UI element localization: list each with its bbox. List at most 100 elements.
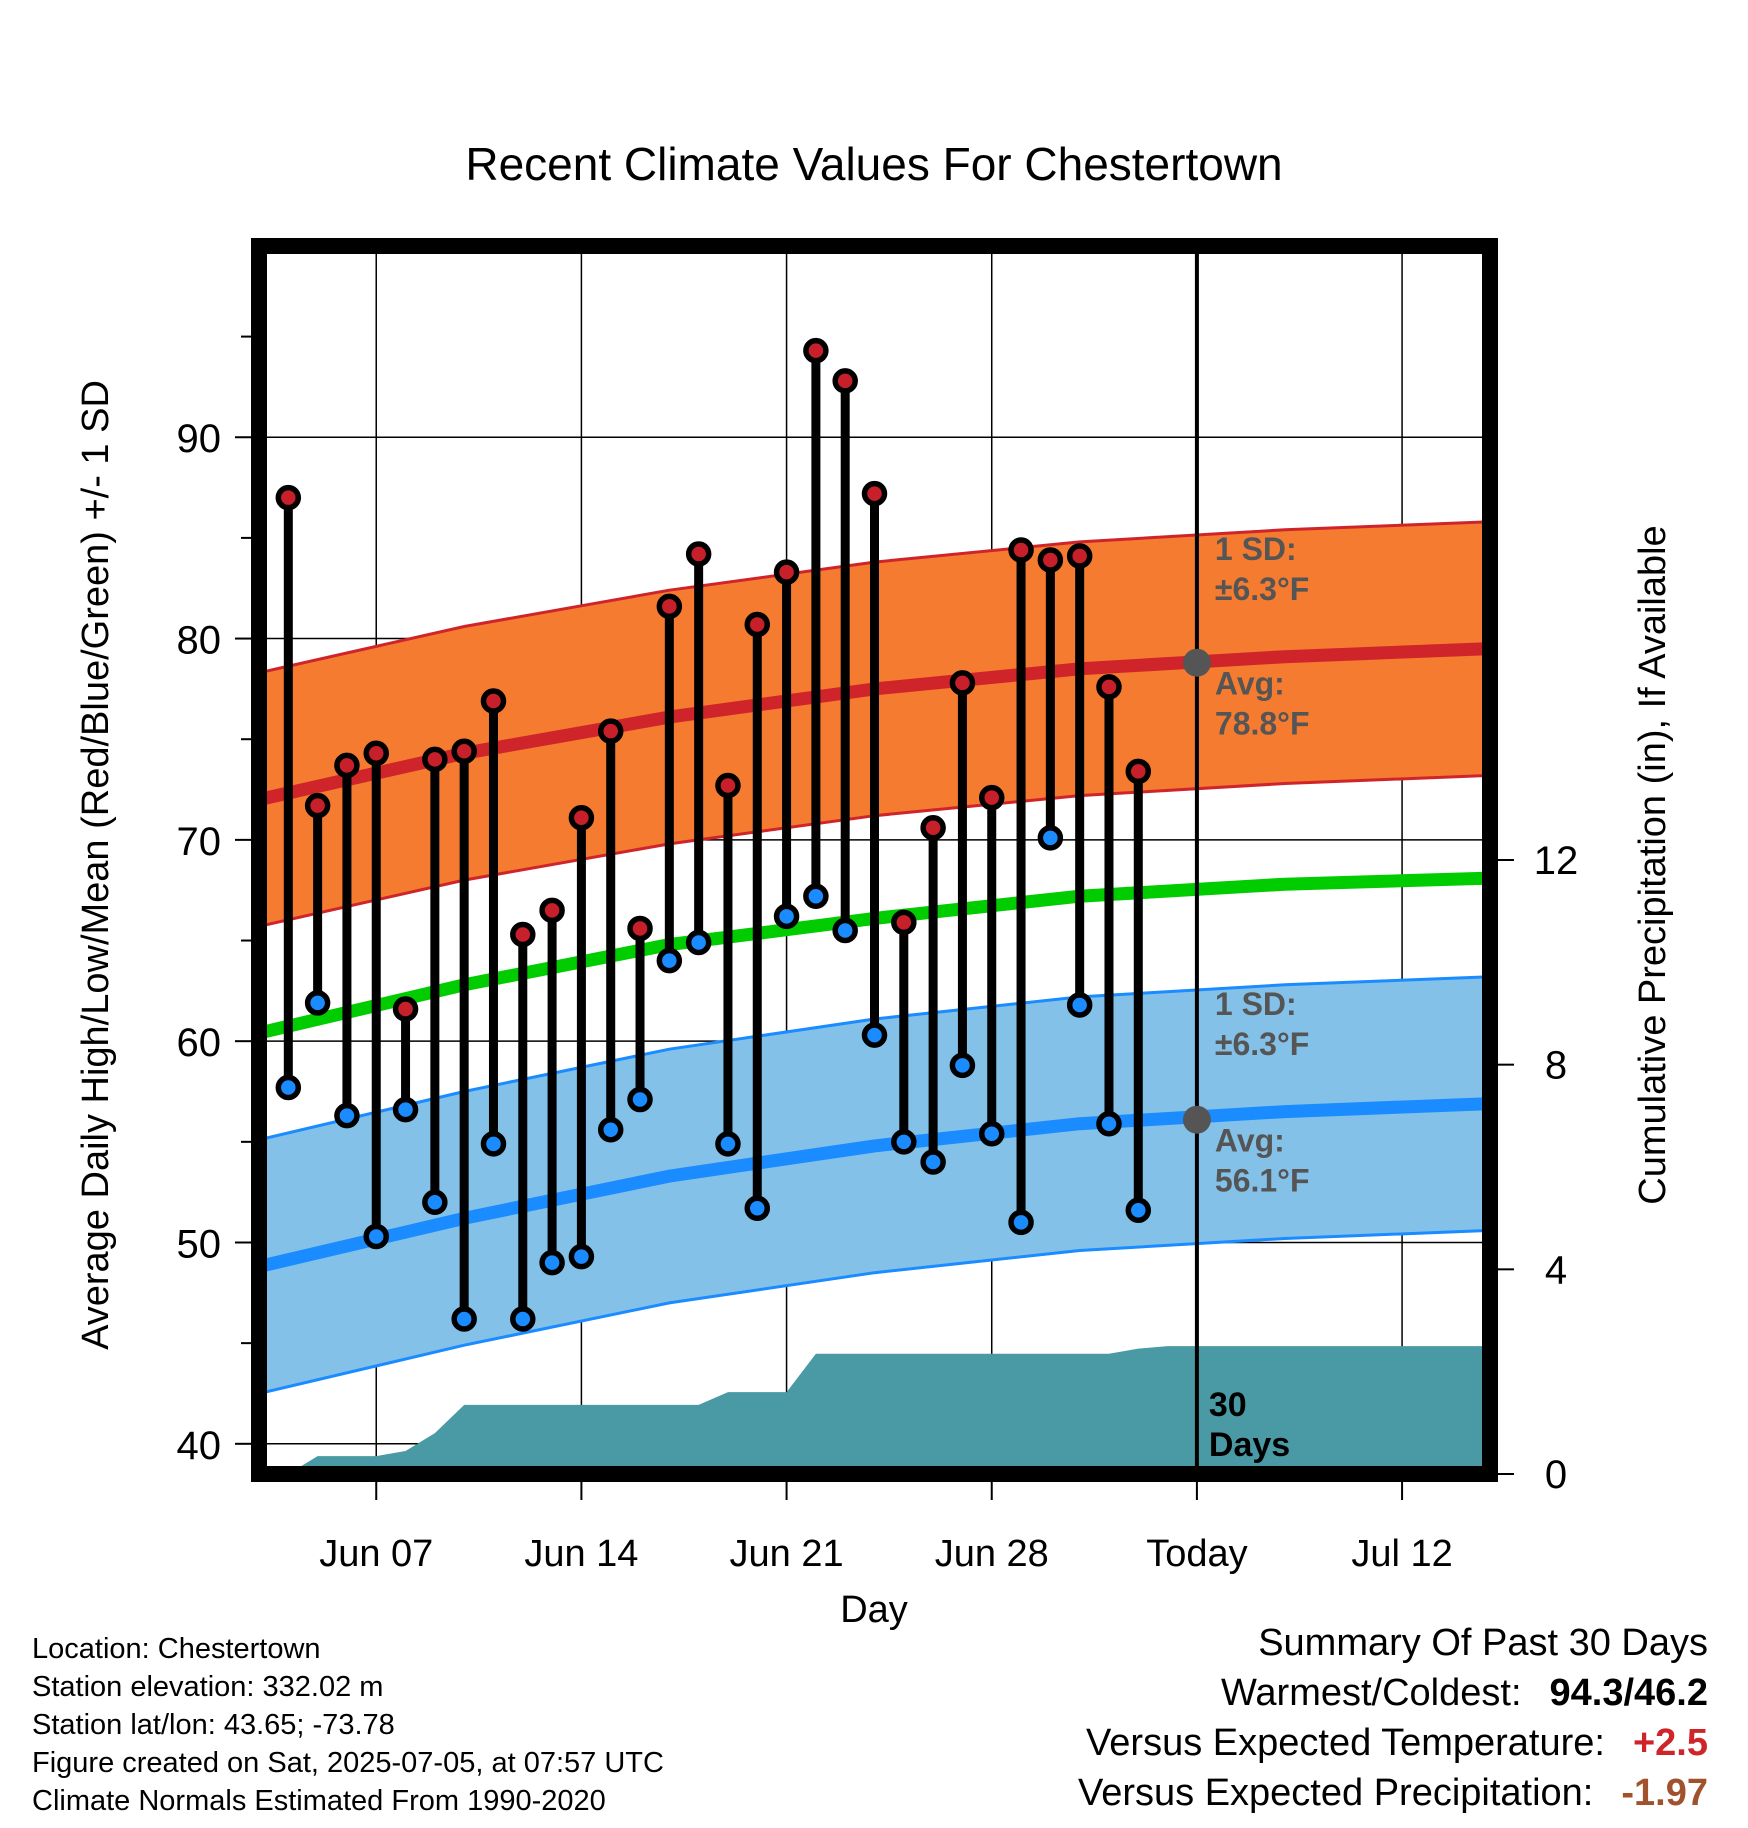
high-marker: [744, 611, 771, 638]
high-marker: [685, 541, 712, 567]
warmest-label: Warmest/Coldest:: [1220, 1672, 1522, 1714]
x-tick-label: Today: [1146, 1533, 1247, 1575]
low-marker: [627, 1086, 653, 1113]
precip-label: Versus Expected Precipitation:: [1077, 1772, 1594, 1814]
y-tick-label: 90: [177, 417, 222, 461]
low-marker: [803, 883, 829, 909]
overlay: 1 SD: ±6.3°F Avg: 78.8°F 1 SD: ±6.3°F Avg: 56.1…: [275, 246, 1310, 1474]
high-marker: [480, 688, 507, 714]
low-marker: [1125, 1197, 1152, 1224]
y2-tick-label: 12: [1534, 839, 1579, 883]
high-marker: [861, 480, 888, 507]
temp-label: Versus Expected Temperature:: [1086, 1722, 1605, 1764]
high-sd-label: ±6.3°F: [1215, 571, 1309, 607]
y-tick-label: 50: [177, 1222, 222, 1266]
high-marker: [949, 670, 976, 696]
x-axis-label: Day: [840, 1589, 908, 1631]
location-text: Location: Chestertown: [32, 1633, 321, 1665]
axes: 40 50 60 70 80 90 0 4 8 12 Jun 07 Jun 14 Jun 21 Jun 2…: [177, 335, 1579, 1575]
days-label: Days: [1209, 1426, 1290, 1464]
low-marker: [334, 1102, 360, 1129]
low-sd-label: 1 SD:: [1215, 986, 1297, 1022]
y2-tick-label: 8: [1545, 1044, 1567, 1088]
x-tick-label: Jun 14: [524, 1533, 638, 1575]
latlon-text: Station lat/lon: 43.65; -73.78: [32, 1709, 395, 1741]
x-tick-label: Jun 21: [730, 1533, 844, 1575]
high-marker: [304, 792, 331, 819]
high-marker: [715, 772, 741, 799]
high-marker: [334, 752, 360, 779]
low-marker: [597, 1117, 624, 1143]
high-marker: [803, 337, 829, 364]
low-marker: [978, 1121, 1005, 1147]
low-marker: [861, 1022, 888, 1048]
high-marker: [1096, 674, 1122, 700]
low-marker: [1008, 1209, 1034, 1236]
low-marker: [656, 947, 683, 974]
summary-temp-row: Versus Expected Temperature: +2.5: [1086, 1722, 1708, 1765]
x-tick-label: Jun 28: [935, 1533, 1049, 1575]
low-marker: [1096, 1110, 1122, 1137]
y-axis-label-right: Cumulative Precipitation (in), If Availa…: [1632, 525, 1674, 1204]
high-marker: [510, 921, 536, 948]
high-marker: [363, 740, 389, 767]
chart-title: Recent Climate Values For Chestertown: [465, 138, 1282, 190]
high-marker: [627, 915, 653, 942]
high-marker: [392, 996, 419, 1022]
days-label: 30: [1209, 1386, 1247, 1424]
low-marker: [568, 1243, 595, 1270]
low-marker: [715, 1131, 741, 1157]
low-sd-label: ±6.3°F: [1215, 1026, 1309, 1062]
high-marker: [275, 484, 302, 511]
y2-tick-label: 4: [1545, 1248, 1567, 1292]
low-marker: [773, 903, 800, 930]
high-marker: [773, 559, 800, 585]
temp-value: +2.5: [1632, 1722, 1708, 1764]
x-tick-label: Jul 12: [1351, 1533, 1452, 1575]
precip-area: [259, 1346, 1490, 1474]
x-tick-label: Jun 07: [319, 1533, 433, 1575]
high-marker: [832, 368, 858, 394]
high-marker: [920, 815, 946, 841]
low-marker: [480, 1131, 507, 1157]
low-marker: [744, 1195, 771, 1222]
high-marker: [1066, 543, 1093, 569]
low-marker: [510, 1306, 536, 1332]
today-high-avg-dot: [1182, 648, 1211, 677]
low-avg-label: 56.1°F: [1215, 1163, 1310, 1199]
normals-text: Climate Normals Estimated From 1990-2020: [32, 1785, 606, 1817]
high-marker: [451, 738, 477, 765]
low-marker: [832, 917, 858, 944]
low-marker: [275, 1074, 302, 1101]
low-marker: [685, 929, 712, 956]
plot-frame: [251, 238, 1498, 1482]
y-tick-label: 60: [177, 1021, 222, 1065]
high-marker: [568, 804, 595, 831]
high-marker: [1008, 537, 1034, 563]
y-tick-label: 40: [177, 1424, 222, 1468]
low-marker: [1037, 825, 1064, 851]
y-tick-label: 70: [177, 820, 222, 864]
low-marker: [891, 1129, 917, 1155]
warmest-value: 94.3/46.2: [1549, 1672, 1708, 1714]
high-marker: [978, 784, 1005, 811]
high-marker: [1037, 547, 1064, 573]
high-marker: [597, 718, 624, 744]
low-marker: [1066, 992, 1093, 1018]
low-marker: [363, 1223, 389, 1250]
high-marker: [539, 897, 565, 924]
footer-info: Location: Chestertown Station elevation:…: [32, 1630, 664, 1820]
low-sd-band-lower-edge: [259, 1228, 1490, 1395]
summary-title: Summary Of Past 30 Days: [1258, 1622, 1708, 1664]
created-text: Figure created on Sat, 2025-07-05, at 07…: [32, 1747, 664, 1779]
high-sd-label: 1 SD:: [1215, 531, 1297, 567]
low-marker: [451, 1306, 477, 1332]
low-marker: [949, 1052, 976, 1079]
high-marker: [656, 593, 683, 620]
low-sd-band: [259, 976, 1490, 1394]
high-avg-label: Avg:: [1215, 666, 1285, 702]
low-marker: [920, 1149, 946, 1175]
summary-precip-row: Versus Expected Precipitation: -1.97: [1078, 1772, 1708, 1815]
low-marker: [539, 1249, 565, 1276]
